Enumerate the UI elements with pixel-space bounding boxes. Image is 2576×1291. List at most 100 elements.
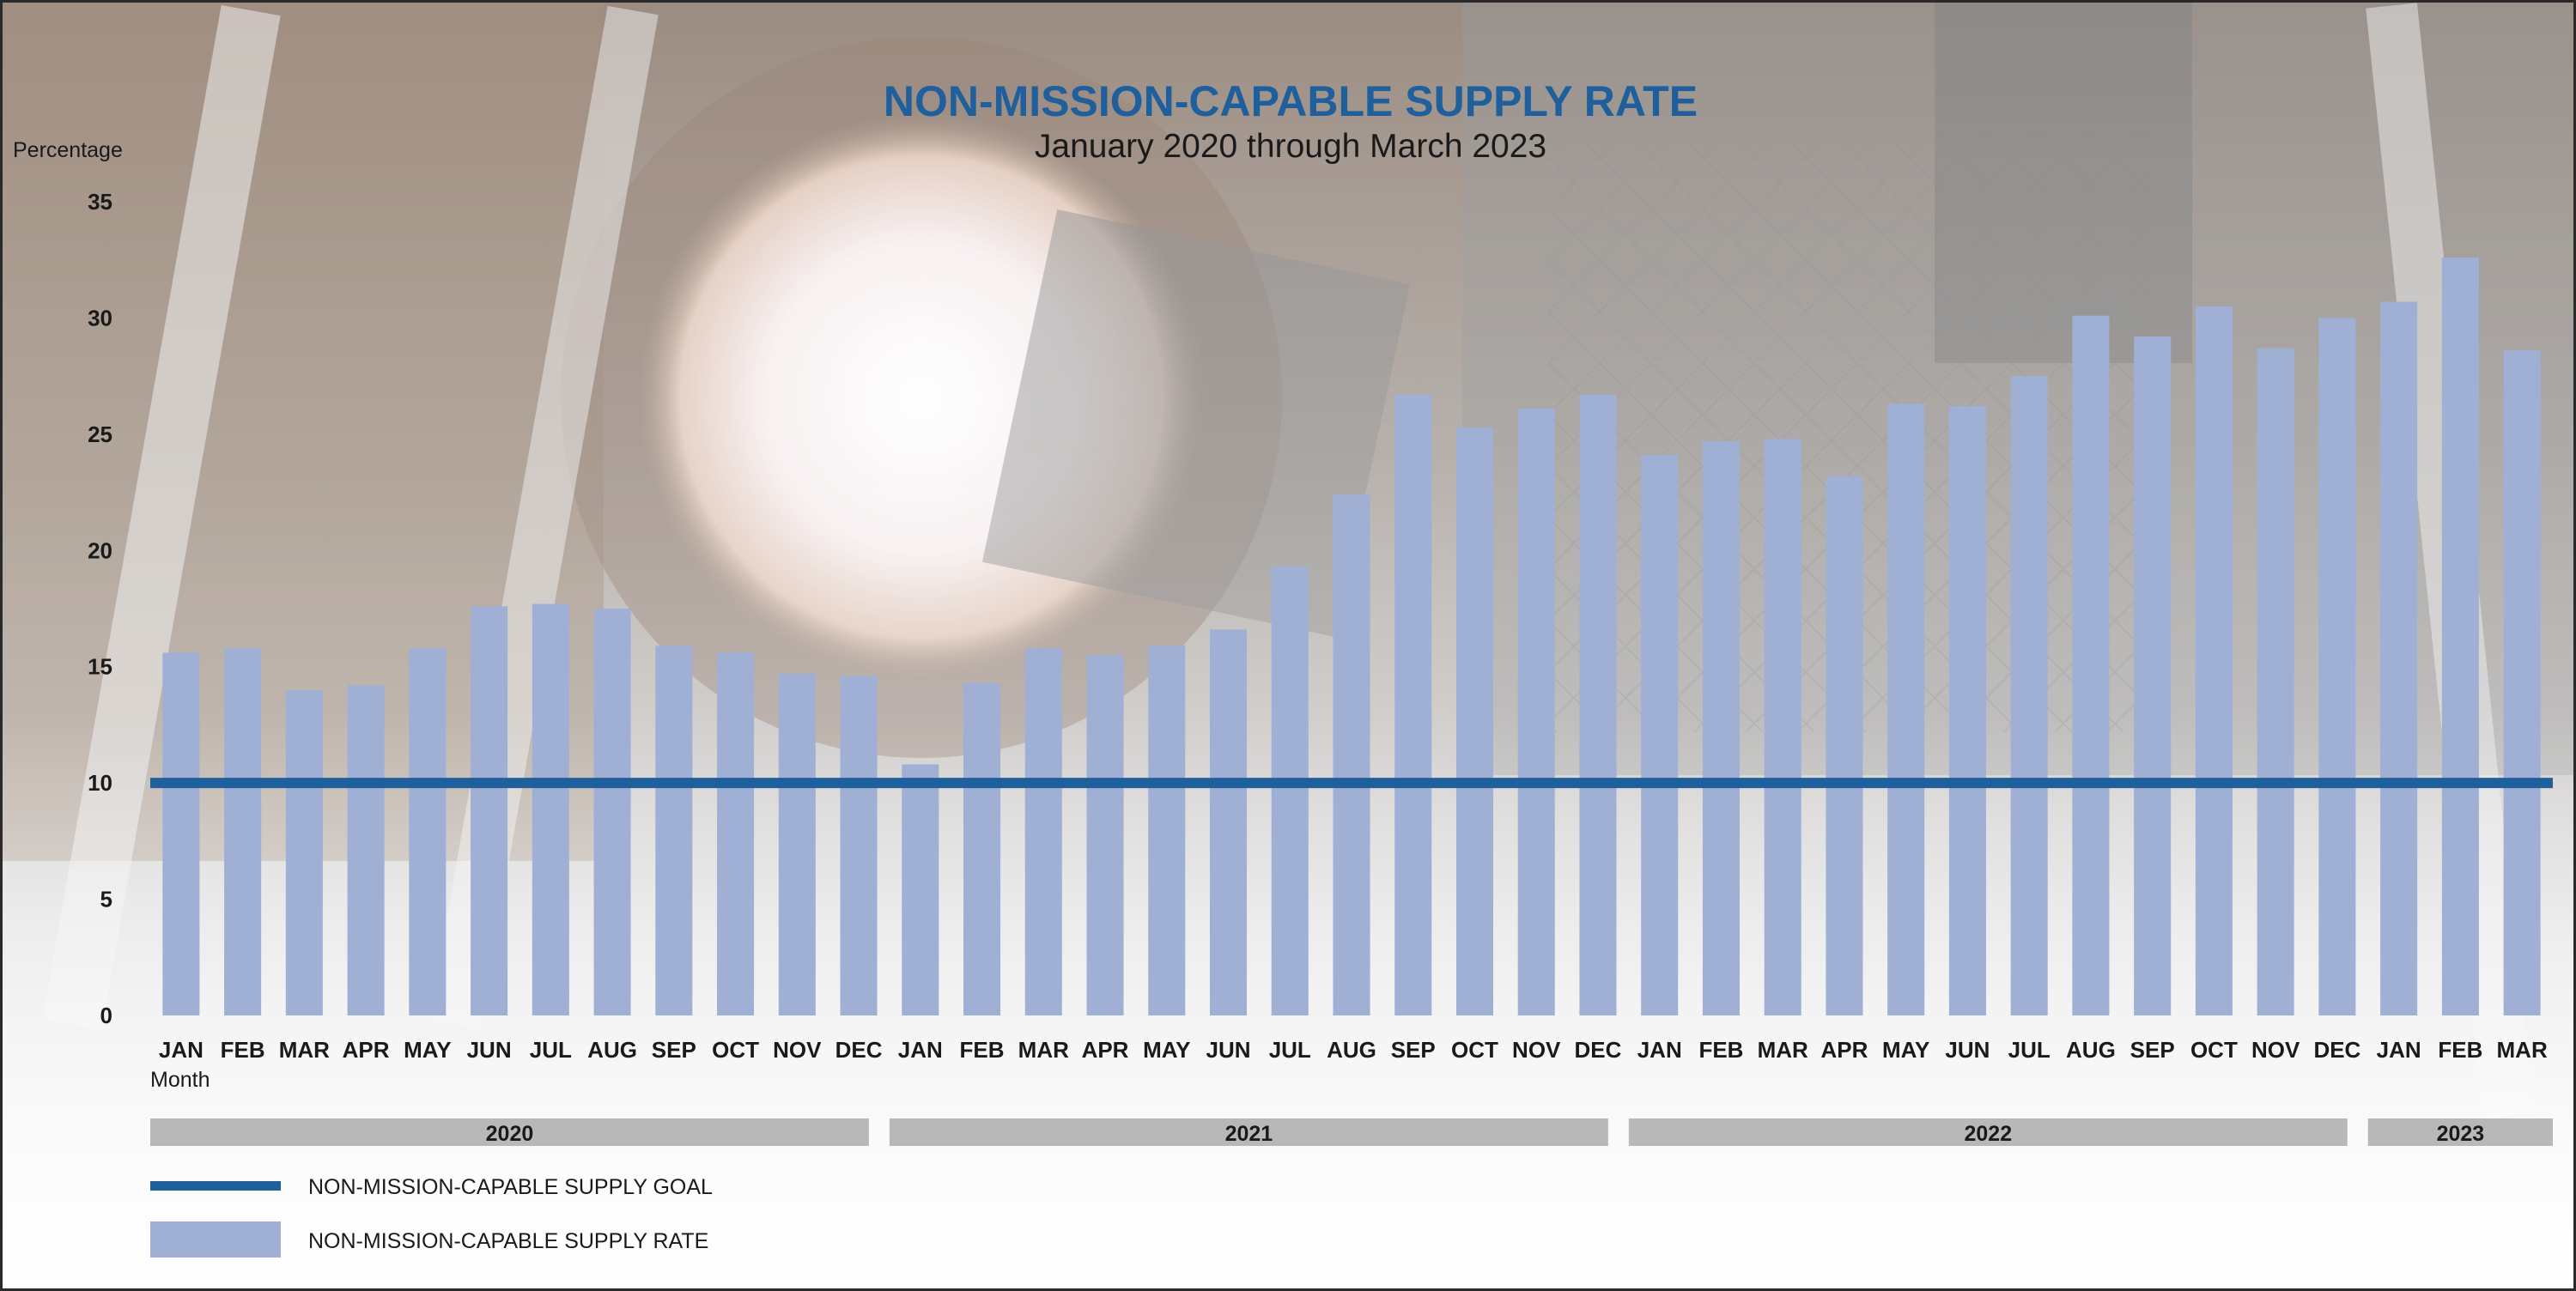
bar xyxy=(1948,406,1986,1016)
x-tick-label: JAN xyxy=(2377,1037,2421,1063)
bar xyxy=(1764,439,1801,1015)
x-tick-label: DEC xyxy=(835,1037,883,1063)
y-tick-label: 0 xyxy=(100,1003,112,1028)
bar xyxy=(1702,440,1740,1015)
x-tick-label: SEP xyxy=(652,1037,696,1063)
x-tick-label: JUL xyxy=(2008,1037,2050,1063)
x-axis-ticks: JAN FEB MAR APR MAY JUN JUL AUG SEP OCT NOV DEC JAN F… xyxy=(159,1037,2548,1063)
year-band-label: 2021 xyxy=(1225,1122,1273,1146)
bar xyxy=(1517,409,1555,1015)
bar xyxy=(1826,476,1863,1015)
x-tick-label: NOV xyxy=(773,1037,822,1063)
year-bands: 2020 2021 2022 2023 xyxy=(150,1118,2553,1146)
bar xyxy=(409,648,447,1015)
x-tick-label: OCT xyxy=(712,1037,759,1063)
x-tick-label: NOV xyxy=(2251,1037,2300,1063)
legend-goal-label: NON-MISSION-CAPABLE SUPPLY GOAL xyxy=(308,1175,713,1199)
year-band-label: 2020 xyxy=(486,1122,534,1146)
x-tick-label: JUN xyxy=(1206,1037,1251,1063)
legend-goal-swatch xyxy=(150,1181,281,1191)
bar xyxy=(1641,455,1679,1015)
bar xyxy=(1209,629,1248,1015)
x-tick-label: JAN xyxy=(898,1037,943,1063)
bar xyxy=(532,603,569,1015)
bar xyxy=(902,764,939,1015)
bar xyxy=(1148,646,1186,1015)
x-tick-label: NOV xyxy=(1512,1037,1561,1063)
x-tick-label: FEB xyxy=(1698,1037,1743,1063)
year-band xyxy=(889,1118,1608,1146)
year-band xyxy=(1628,1118,2348,1146)
x-tick-label: JUL xyxy=(1269,1037,1311,1063)
bar xyxy=(2072,315,2110,1016)
x-tick-label: DEC xyxy=(1575,1037,1622,1063)
x-tick-label: MAR xyxy=(2497,1037,2548,1063)
y-tick-label: 10 xyxy=(88,770,112,796)
y-tick-label: 25 xyxy=(88,421,112,447)
x-tick-label: APR xyxy=(343,1037,390,1063)
x-tick-label: JUN xyxy=(1945,1037,1990,1063)
bar xyxy=(2441,258,2479,1015)
chart-subtitle: January 2020 through March 2023 xyxy=(1035,128,1546,165)
bar xyxy=(2318,318,2356,1015)
y-tick-label: 5 xyxy=(100,887,112,912)
x-tick-label: AUG xyxy=(1327,1037,1376,1063)
legend-rate-label: NON-MISSION-CAPABLE SUPPLY RATE xyxy=(308,1229,708,1253)
bar xyxy=(1887,403,1925,1015)
chart-canvas: NON-MISSION-CAPABLE SUPPLY RATE January … xyxy=(3,3,2573,1288)
goal-line-series xyxy=(150,778,2553,789)
x-tick-label: DEC xyxy=(2313,1037,2360,1063)
bar xyxy=(963,682,1001,1015)
bar xyxy=(1333,494,1370,1015)
x-tick-label: FEB xyxy=(2438,1037,2482,1063)
bar xyxy=(717,652,755,1015)
bar xyxy=(347,685,385,1015)
bar xyxy=(285,689,323,1015)
x-tick-label: AUG xyxy=(2066,1037,2116,1063)
x-tick-label: OCT xyxy=(2190,1037,2238,1063)
bar xyxy=(2257,348,2294,1015)
x-axis-label: Month xyxy=(150,1068,210,1092)
bar xyxy=(1086,655,1124,1015)
bar xyxy=(2195,306,2233,1015)
y-axis-label: Percentage xyxy=(13,138,123,162)
chart-title: NON-MISSION-CAPABLE SUPPLY RATE xyxy=(884,77,1698,125)
legend: NON-MISSION-CAPABLE SUPPLY GOAL NON-MISS… xyxy=(150,1175,713,1258)
x-tick-label: FEB xyxy=(960,1037,1005,1063)
x-tick-label: JUN xyxy=(467,1037,512,1063)
goal-line xyxy=(150,778,2553,789)
bar xyxy=(1394,394,1432,1016)
x-tick-label: MAY xyxy=(1143,1037,1190,1063)
year-band xyxy=(2367,1118,2553,1146)
bar xyxy=(840,676,878,1015)
y-axis-ticks: 0 5 10 15 20 25 30 35 xyxy=(88,189,112,1028)
y-tick-label: 20 xyxy=(88,537,112,563)
bar xyxy=(593,609,631,1015)
bar-series xyxy=(162,258,2541,1016)
x-tick-label: JAN xyxy=(1637,1037,1682,1063)
bar xyxy=(655,646,693,1015)
bar xyxy=(1024,648,1062,1015)
bar xyxy=(1579,394,1617,1016)
bar xyxy=(2010,376,2048,1016)
year-band xyxy=(150,1118,869,1146)
x-tick-label: AUG xyxy=(587,1037,637,1063)
x-tick-label: MAY xyxy=(404,1037,451,1063)
x-tick-label: MAY xyxy=(1882,1037,1929,1063)
x-tick-label: SEP xyxy=(1391,1037,1436,1063)
year-band-label: 2022 xyxy=(1964,1122,2012,1146)
bar xyxy=(162,652,200,1015)
x-tick-label: MAR xyxy=(1758,1037,1808,1063)
x-tick-label: JAN xyxy=(159,1037,204,1063)
bar xyxy=(2503,350,2541,1015)
bar xyxy=(224,648,262,1015)
bar xyxy=(1271,567,1309,1015)
bar xyxy=(2380,301,2418,1015)
x-tick-label: APR xyxy=(1082,1037,1129,1063)
y-tick-label: 15 xyxy=(88,654,112,680)
year-band-label: 2023 xyxy=(2437,1122,2485,1146)
bar xyxy=(1455,427,1494,1015)
x-tick-label: OCT xyxy=(1451,1037,1498,1063)
x-tick-label: APR xyxy=(1820,1037,1868,1063)
x-tick-label: MAR xyxy=(279,1037,330,1063)
